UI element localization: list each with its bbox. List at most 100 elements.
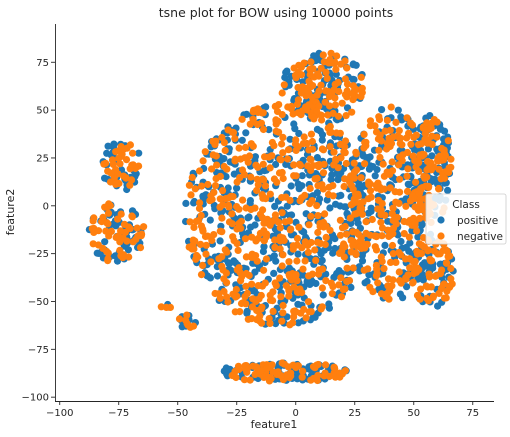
point-negative xyxy=(266,219,274,227)
point-negative xyxy=(309,145,317,153)
point-negative xyxy=(336,231,345,239)
point-negative xyxy=(242,253,250,261)
point-negative xyxy=(325,59,333,67)
point-positive xyxy=(216,237,224,245)
point-negative xyxy=(389,224,398,232)
point-positive xyxy=(444,186,452,194)
point-negative xyxy=(241,143,250,151)
point-negative xyxy=(278,317,286,325)
point-positive xyxy=(367,204,375,212)
point-negative xyxy=(220,162,228,171)
point-negative xyxy=(192,217,200,226)
point-negative xyxy=(234,246,242,254)
point-negative xyxy=(331,58,339,67)
point-negative xyxy=(395,268,403,276)
point-negative xyxy=(297,89,305,97)
point-negative xyxy=(100,160,108,168)
point-negative xyxy=(225,194,233,202)
point-negative xyxy=(304,162,312,170)
point-negative xyxy=(126,181,134,189)
point-negative xyxy=(309,82,317,90)
point-negative xyxy=(321,369,329,377)
point-positive xyxy=(294,250,302,258)
point-negative xyxy=(326,102,334,110)
point-positive xyxy=(203,272,211,280)
point-negative xyxy=(440,294,449,302)
point-negative xyxy=(335,87,343,96)
point-positive xyxy=(331,244,339,253)
point-positive xyxy=(182,199,190,207)
point-negative xyxy=(303,139,311,148)
point-negative xyxy=(285,287,293,295)
point-negative xyxy=(382,292,390,300)
point-negative xyxy=(247,140,255,148)
x-tick-label: −25 xyxy=(226,408,247,419)
point-negative xyxy=(235,205,243,213)
point-negative xyxy=(277,293,285,301)
point-positive xyxy=(306,280,314,288)
point-positive xyxy=(429,264,437,272)
point-negative xyxy=(389,250,397,258)
point-negative xyxy=(388,158,396,166)
point-negative xyxy=(247,173,255,181)
point-negative xyxy=(314,212,322,220)
y-tick-label: 25 xyxy=(36,153,49,164)
point-negative xyxy=(383,168,391,176)
point-negative xyxy=(380,265,388,273)
point-negative xyxy=(385,232,393,240)
point-negative xyxy=(280,81,288,89)
point-negative xyxy=(300,305,308,313)
point-negative xyxy=(231,135,239,143)
point-negative xyxy=(225,218,234,226)
point-positive xyxy=(317,250,325,258)
point-negative xyxy=(249,115,257,123)
point-negative xyxy=(332,65,340,73)
point-negative xyxy=(257,119,265,127)
point-negative xyxy=(317,305,325,313)
point-negative xyxy=(207,258,215,266)
point-negative xyxy=(307,156,315,164)
point-positive xyxy=(287,182,295,190)
point-negative xyxy=(223,279,231,287)
point-negative xyxy=(327,49,335,57)
point-negative xyxy=(218,133,226,142)
point-negative xyxy=(197,240,205,248)
point-negative xyxy=(266,319,274,327)
point-negative xyxy=(114,232,122,240)
point-negative xyxy=(324,124,332,132)
point-positive xyxy=(288,211,296,219)
point-negative xyxy=(140,223,148,231)
point-positive xyxy=(95,249,103,257)
point-negative xyxy=(342,137,350,145)
point-negative xyxy=(447,155,455,163)
point-negative xyxy=(261,153,269,161)
point-negative xyxy=(421,174,429,182)
point-negative xyxy=(336,369,344,377)
points-layer xyxy=(85,49,457,385)
point-negative xyxy=(301,257,309,265)
point-negative xyxy=(337,154,345,162)
point-negative xyxy=(315,102,323,110)
point-negative xyxy=(276,233,284,241)
point-negative xyxy=(392,118,400,126)
point-negative xyxy=(342,159,350,168)
x-tick-label: −100 xyxy=(46,408,73,419)
point-positive xyxy=(247,223,255,231)
point-negative xyxy=(258,303,266,311)
point-negative xyxy=(114,154,123,163)
point-negative xyxy=(261,279,269,287)
point-negative xyxy=(414,206,422,214)
point-negative xyxy=(361,138,369,147)
point-positive xyxy=(213,272,222,280)
point-negative xyxy=(371,122,379,130)
point-negative xyxy=(396,134,404,142)
point-negative xyxy=(104,209,113,217)
point-negative xyxy=(269,288,277,296)
point-negative xyxy=(340,182,348,191)
y-tick-label: −75 xyxy=(28,345,49,356)
point-negative xyxy=(88,225,96,233)
point-negative xyxy=(259,125,268,134)
point-negative xyxy=(414,141,423,149)
point-positive xyxy=(290,120,298,128)
point-negative xyxy=(350,174,358,182)
